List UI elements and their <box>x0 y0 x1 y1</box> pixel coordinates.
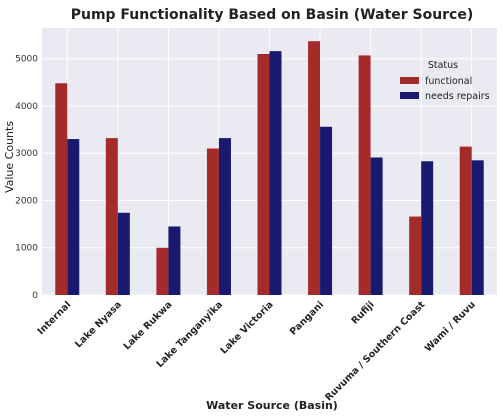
bar-needs-repairs <box>471 160 484 295</box>
bar-functional <box>308 41 321 295</box>
bar-functional <box>156 247 169 295</box>
bar-functional <box>55 83 68 295</box>
y-tick-label: 2000 <box>15 196 38 206</box>
bar-functional <box>459 146 472 295</box>
y-tick-label: 1000 <box>15 244 38 254</box>
y-tick-label: 0 <box>32 291 38 301</box>
bar-functional <box>409 216 422 295</box>
y-tick-label: 3000 <box>15 149 38 159</box>
bar-functional <box>257 53 270 295</box>
y-axis-ticks: 0 1000 2000 3000 4000 5000 <box>15 55 38 301</box>
y-axis-label: Value Counts <box>3 121 16 193</box>
bar-needs-repairs <box>370 157 383 295</box>
legend-label: needs repairs <box>425 91 490 102</box>
legend-label: functional <box>425 76 472 87</box>
bar-needs-repairs <box>421 161 434 295</box>
bar-needs-repairs <box>67 139 80 295</box>
bars <box>55 41 484 296</box>
bar-needs-repairs <box>269 51 282 295</box>
x-axis-label: Water Source (Basin) <box>206 399 338 412</box>
bar-functional <box>105 138 118 295</box>
bar-functional <box>358 55 371 296</box>
legend-title: Status <box>428 60 458 71</box>
y-tick-label: 5000 <box>15 55 38 65</box>
legend: Status functional needs repairs <box>400 60 490 102</box>
legend-swatch-needs-repairs <box>400 92 419 99</box>
bar-needs-repairs <box>320 126 333 295</box>
bar-needs-repairs <box>117 212 130 295</box>
y-tick-label: 4000 <box>15 102 38 112</box>
bar-needs-repairs <box>168 226 181 295</box>
legend-swatch-functional <box>400 77 419 84</box>
bar-needs-repairs <box>218 138 231 295</box>
bar-functional <box>206 148 219 295</box>
chart-title: Pump Functionality Based on Basin (Water… <box>71 7 474 23</box>
